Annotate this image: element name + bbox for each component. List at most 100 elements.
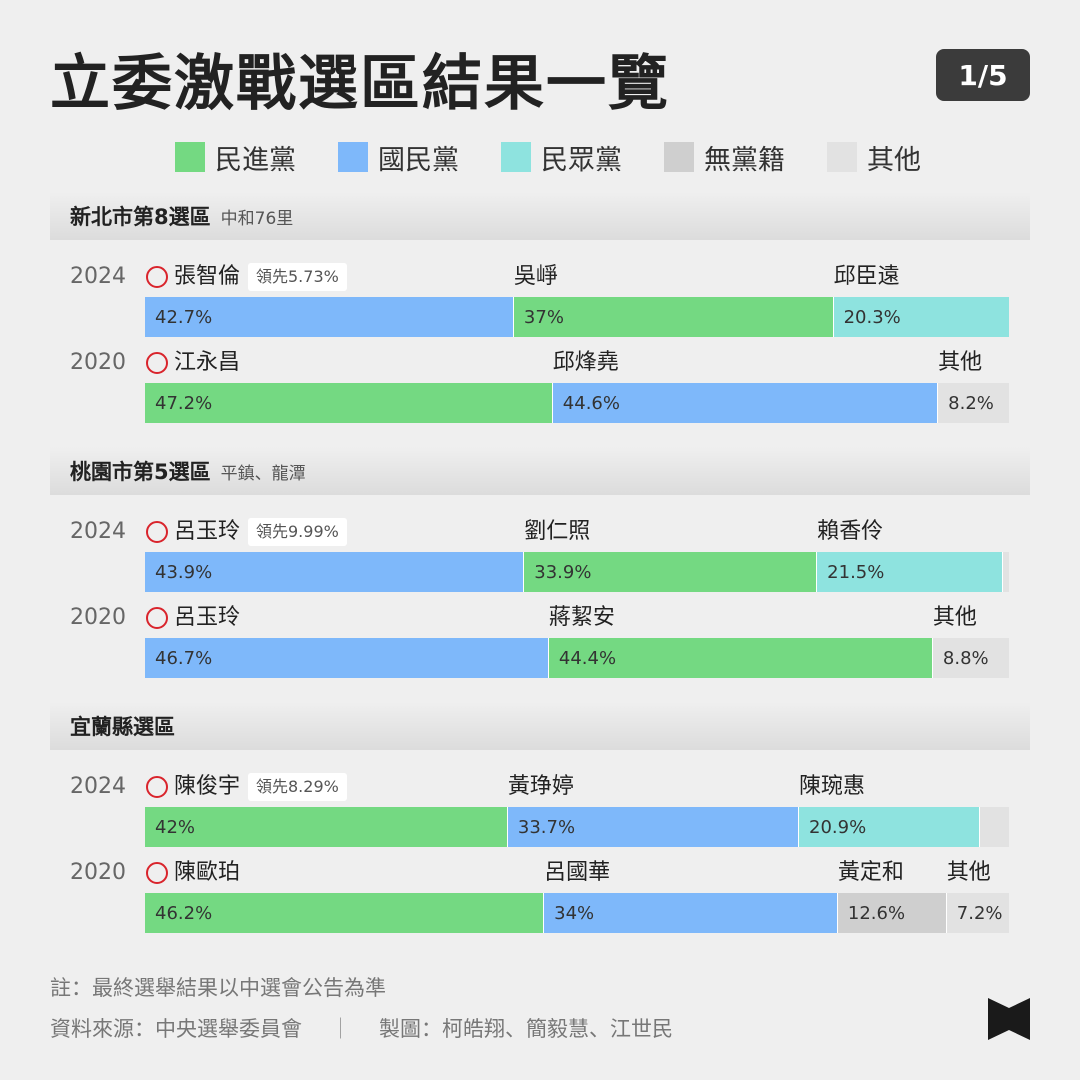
year-label: 2020 — [70, 605, 126, 630]
candidate-name: 黃定和 — [837, 860, 904, 885]
lead-badge: 領先8.29% — [248, 773, 347, 801]
legend: 民進黨 國民黨 民眾黨 無黨籍 其他 — [175, 138, 963, 177]
percent-label: 8.8% — [942, 647, 989, 669]
winner-name: 張智倫 — [174, 264, 241, 289]
legend-swatch — [827, 142, 857, 172]
result-row: 2020 江永昌 邱烽堯 其他 47.2% 44.6% 8.2% — [0, 348, 1080, 434]
legend-swatch — [501, 142, 531, 172]
candidate-name: 黃琤婷 — [507, 774, 574, 799]
vote-bar: 47.2% 44.6% 8.2% — [145, 383, 1009, 423]
winner-circle-icon — [146, 776, 168, 798]
bar-segment-kmt: 43.9% — [145, 552, 525, 592]
vote-bar: 46.2% 34% 12.6% 7.2% — [145, 893, 1009, 933]
legend-label: 國民黨 — [378, 144, 459, 176]
winner-circle-icon — [146, 862, 168, 884]
candidate-name: 其他 — [946, 860, 991, 885]
bar-segment-other: 7.2% — [946, 893, 1009, 933]
candidate-name: 其他 — [938, 350, 983, 375]
bar-segment-tpp: 20.3% — [833, 297, 1009, 337]
candidate-name: 其他 — [932, 605, 977, 630]
bar-segment-dpp: 33.9% — [524, 552, 818, 592]
winner-name: 呂玉玲 — [174, 605, 241, 630]
footnote: 註：最終選舉結果以中選會公告為準 — [50, 976, 386, 1000]
percent-label: 20.3% — [843, 306, 901, 328]
percent-label: 33.7% — [517, 816, 576, 838]
candidate-name: 邱臣遠 — [833, 264, 900, 289]
bar-segment-other: 8.8% — [932, 638, 1009, 678]
bar-segment-dpp: 47.2% — [145, 383, 553, 423]
vote-bar: 46.7% 44.4% 8.8% — [145, 638, 1009, 678]
bar-segment-kmt: 42.7% — [145, 297, 514, 337]
district-area: 平鎮、龍潭 — [220, 463, 306, 484]
legend-swatch — [175, 142, 205, 172]
result-row: 2020 陳歐珀 呂國華 黃定和 其他 46.2% 34% 12.6% 7.2% — [0, 858, 1080, 944]
district-name: 宜蘭縣選區 — [70, 715, 175, 739]
legend-label: 其他 — [867, 144, 921, 176]
source-line: 資料來源：中央選舉委員會 ｜ 製圖：柯皓翔、簡毅慧、江世民 — [50, 1013, 673, 1043]
bar-segment-tpp: 20.9% — [799, 807, 980, 847]
percent-label: 42.7% — [155, 306, 213, 328]
bar-segment-other: 8.2% — [938, 383, 1009, 423]
district-header: 新北市第8選區 中和76里 — [50, 192, 1030, 240]
percent-label: 42% — [155, 816, 196, 838]
bar-segment-kmt: 34% — [544, 893, 838, 933]
year-label: 2024 — [70, 774, 126, 799]
vote-bar: 42.7% 37% 20.3% — [145, 297, 1009, 337]
bar-segment-kmt: 46.7% — [145, 638, 549, 678]
winner-circle-icon — [146, 352, 168, 374]
percent-label: 43.9% — [155, 561, 213, 583]
bar-segment-dpp: 37% — [513, 297, 834, 337]
bar-segment-dpp: 46.2% — [145, 893, 545, 933]
district-name: 桃園市第5選區 — [70, 460, 211, 484]
bar-segment-dpp: 44.4% — [548, 638, 933, 678]
legend-item-other: 其他 — [827, 138, 921, 177]
legend-swatch — [338, 142, 368, 172]
candidate-name: 邱烽堯 — [552, 350, 619, 375]
result-row: 2020 呂玉玲 蔣絜安 其他 46.7% 44.4% 8.8% — [0, 603, 1080, 689]
district-header: 桃園市第5選區 平鎮、龍潭 — [50, 447, 1030, 495]
percent-label: 44.6% — [562, 392, 620, 414]
legend-item-tpp: 民眾黨 — [501, 138, 622, 177]
candidate-name: 賴香伶 — [817, 519, 884, 544]
district-area: 中和76里 — [220, 208, 294, 229]
winner-circle-icon — [146, 607, 168, 629]
winner-name: 江永昌 — [174, 350, 241, 375]
candidate-name: 陳琬惠 — [799, 774, 866, 799]
lead-badge: 領先5.73% — [248, 263, 347, 291]
bar-segment-kmt: 44.6% — [552, 383, 939, 423]
page-indicator: 1/5 — [936, 49, 1030, 101]
percent-label: 34% — [554, 902, 595, 924]
result-row: 2024 張智倫 領先5.73% 吳崢 邱臣遠 42.7% 37% 20.3% — [0, 262, 1080, 348]
percent-label: 33.9% — [534, 561, 592, 583]
source-text: 資料來源：中央選舉委員會 — [50, 1017, 302, 1041]
vote-bar: 43.9% 33.9% 21.5% — [145, 552, 1009, 592]
winner-circle-icon — [146, 521, 168, 543]
percent-label: 44.4% — [558, 647, 617, 669]
result-row: 2024 陳俊宇 領先8.29% 黃琤婷 陳琬惠 42% 33.7% 20.9% — [0, 772, 1080, 858]
percent-label: 46.7% — [155, 647, 213, 669]
percent-label: 21.5% — [827, 561, 885, 583]
bar-segment-tpp: 21.5% — [817, 552, 1003, 592]
page-title: 立委激戰選區結果一覽 — [50, 49, 670, 119]
year-label: 2024 — [70, 519, 126, 544]
bar-segment-kmt: 33.7% — [507, 807, 800, 847]
bar-segment-other — [1002, 552, 1009, 592]
percent-label: 20.9% — [809, 816, 867, 838]
year-label: 2020 — [70, 350, 126, 375]
percent-label: 8.2% — [948, 392, 994, 414]
year-label: 2024 — [70, 264, 126, 289]
legend-swatch — [664, 142, 694, 172]
percent-label: 46.2% — [155, 902, 213, 924]
winner-name: 呂玉玲 — [174, 519, 241, 544]
percent-label: 12.6% — [847, 902, 906, 924]
legend-item-ind: 無黨籍 — [664, 138, 785, 177]
legend-label: 民眾黨 — [541, 144, 622, 176]
legend-item-kmt: 國民黨 — [338, 138, 459, 177]
winner-circle-icon — [146, 266, 168, 288]
logo-icon — [988, 998, 1030, 1040]
percent-label: 37% — [523, 306, 564, 328]
district-header: 宜蘭縣選區 — [50, 702, 1030, 750]
separator: ｜ — [330, 1017, 351, 1041]
bar-segment-other — [979, 807, 1009, 847]
lead-badge: 領先9.99% — [248, 518, 347, 546]
